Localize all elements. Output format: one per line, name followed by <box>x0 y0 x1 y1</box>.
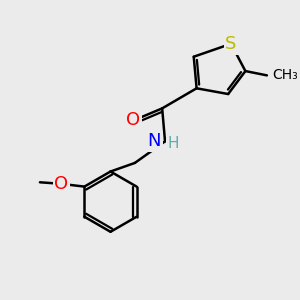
Text: S: S <box>225 35 237 53</box>
Text: N: N <box>147 132 161 150</box>
Text: H: H <box>168 136 179 151</box>
Text: O: O <box>126 111 140 129</box>
Text: CH₃: CH₃ <box>272 68 298 83</box>
Text: O: O <box>54 175 68 193</box>
